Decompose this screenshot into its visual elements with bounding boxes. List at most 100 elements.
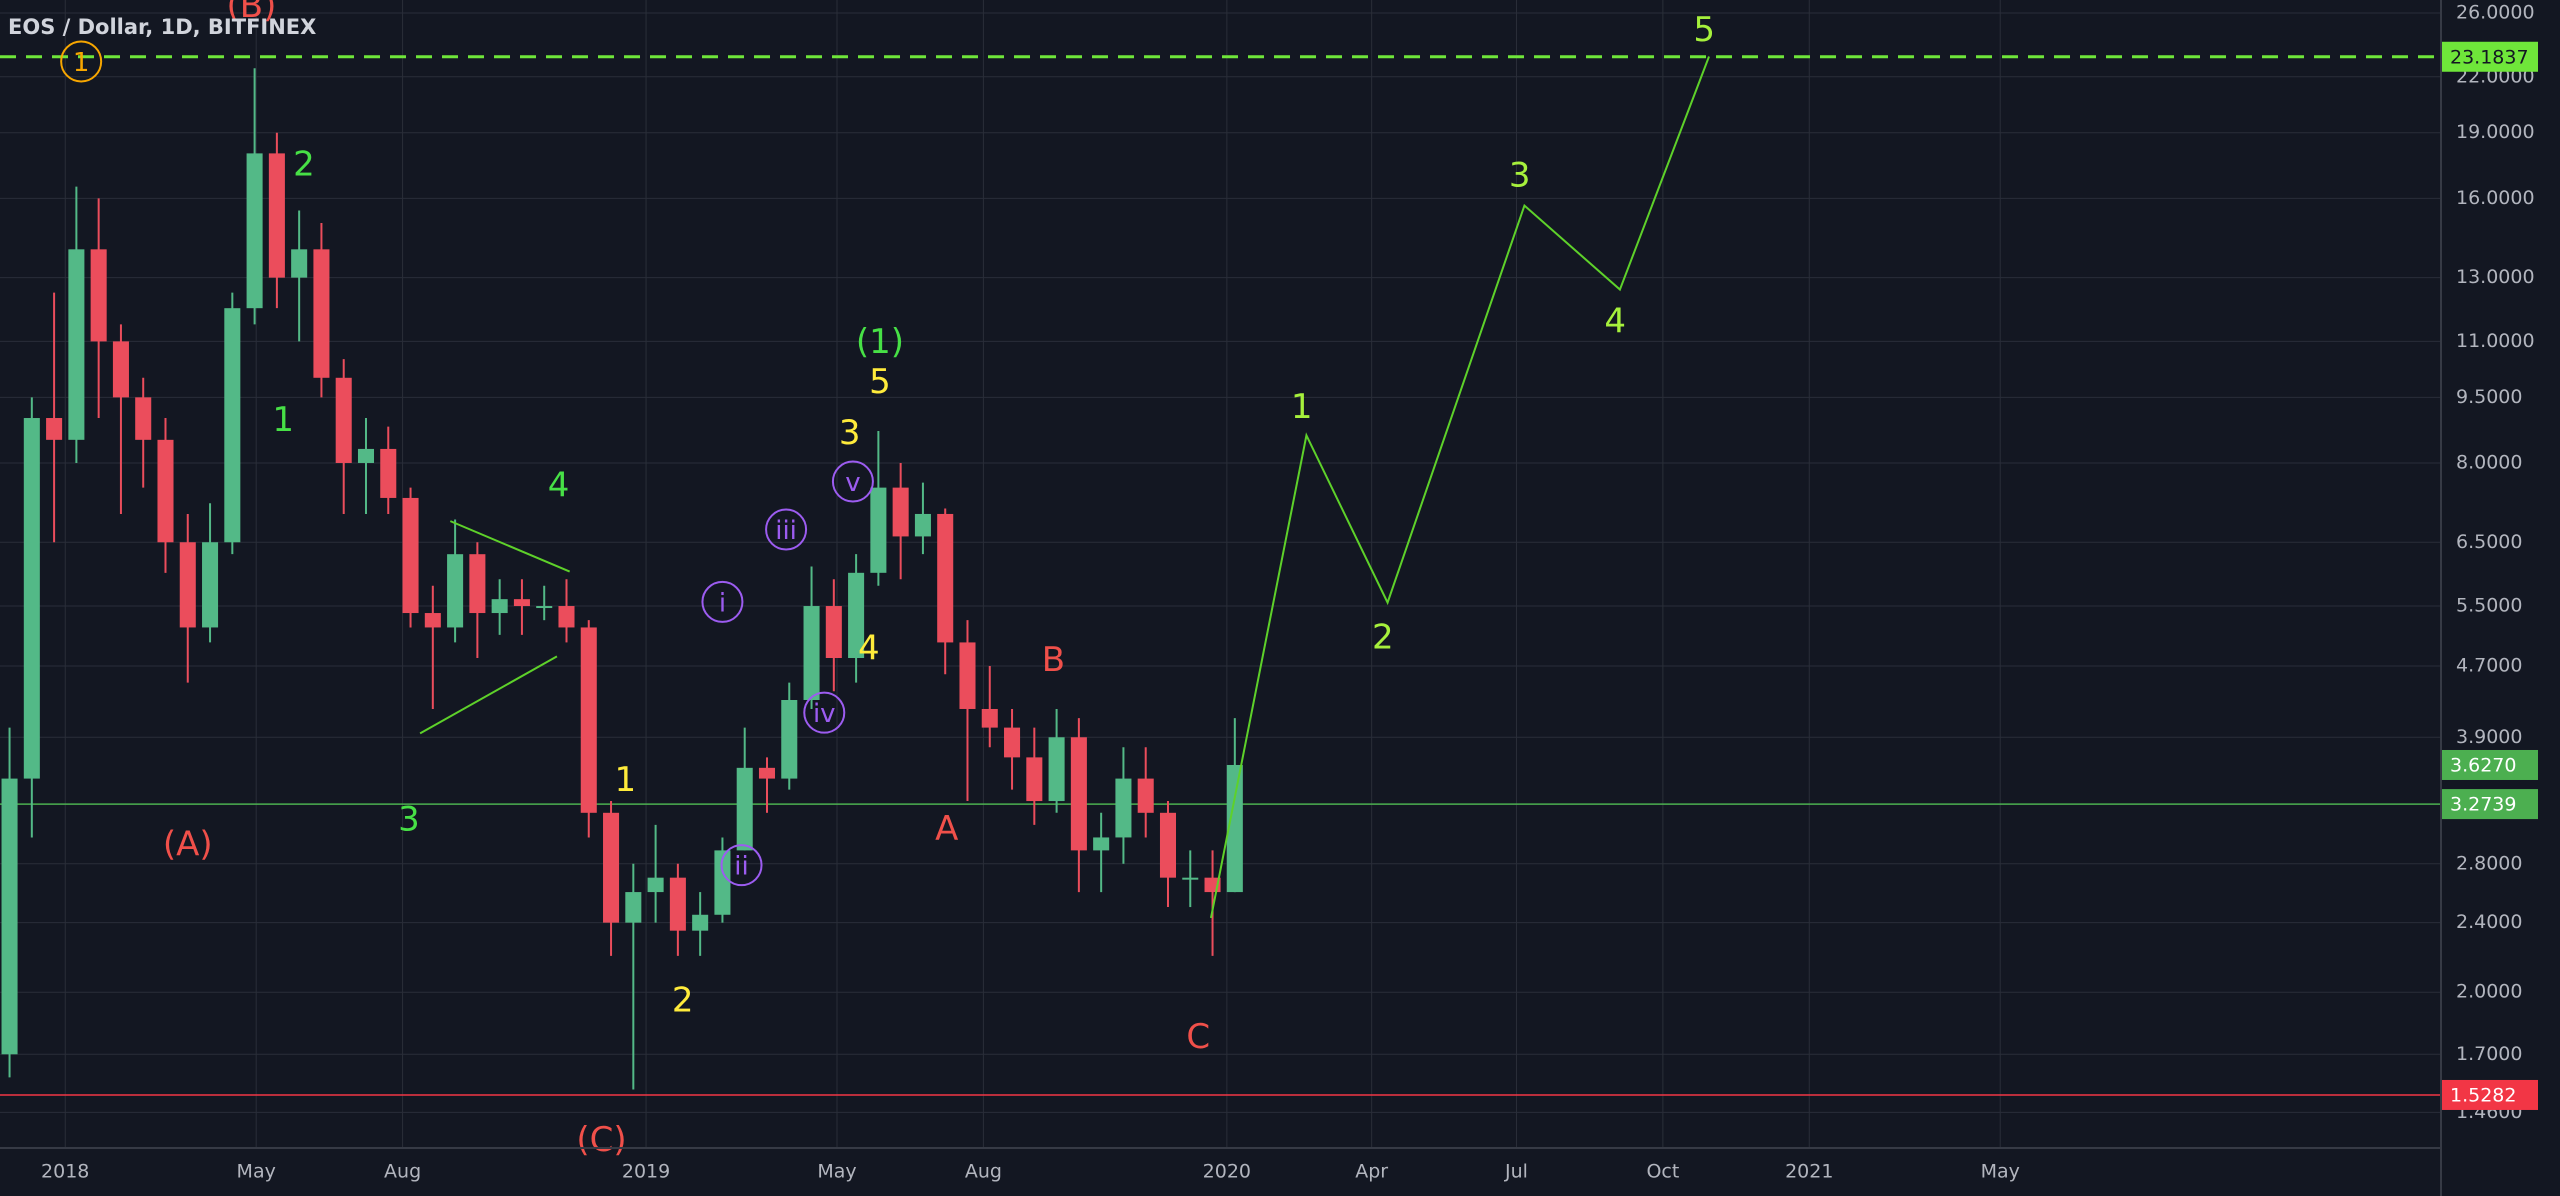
candle-body xyxy=(1070,737,1087,851)
y-tick-label: 16.0000 xyxy=(2456,187,2535,209)
candle-body xyxy=(447,554,464,628)
candle-body xyxy=(536,606,553,609)
wave-label: 3 xyxy=(839,413,861,453)
candle-body xyxy=(1,778,18,1055)
candle-body xyxy=(357,448,375,463)
candle-body xyxy=(1115,778,1132,838)
wave-label: 4 xyxy=(1604,302,1626,342)
trend-drawing xyxy=(1209,56,1710,919)
y-tick-label: 11.0000 xyxy=(2456,330,2535,352)
candle-body xyxy=(46,418,63,440)
candle-body xyxy=(892,487,909,537)
wave-label: (C) xyxy=(576,1120,626,1160)
candle-body xyxy=(469,554,486,614)
trend-drawing xyxy=(419,655,558,735)
x-tick-label: Aug xyxy=(384,1161,421,1183)
wave-label: (A) xyxy=(163,824,213,864)
candle-body xyxy=(1137,778,1154,813)
candle-body xyxy=(291,249,308,278)
candle-body xyxy=(68,249,85,440)
wave-label: 1 xyxy=(1291,387,1313,427)
price-tag xyxy=(2442,789,2538,820)
candle-body xyxy=(603,812,620,923)
wave-label: (1) xyxy=(856,322,904,362)
price-tag-label: 23.1837 xyxy=(2450,46,2529,68)
candle-body xyxy=(781,700,798,779)
y-tick-label: 5.5000 xyxy=(2456,595,2522,617)
candle-body xyxy=(224,308,241,543)
x-tick-label: Oct xyxy=(1646,1161,1679,1183)
candle-body xyxy=(1159,812,1177,878)
axes: 26.0000 2 2.0000 19.0000 16.0000 13.0000 11.00… xyxy=(41,1,2538,1183)
wave-label: 3 xyxy=(1509,156,1531,196)
price-tag-label: 3.6270 xyxy=(2450,754,2516,776)
x-tick-label: Jul xyxy=(1504,1161,1528,1183)
y-tick-label: 9.5000 xyxy=(2456,386,2522,408)
wave-label: 4 xyxy=(858,628,880,668)
wave-label: C xyxy=(1186,1017,1210,1057)
wave-label: A xyxy=(935,809,958,849)
candle-body xyxy=(491,599,508,614)
candle-body xyxy=(1004,727,1021,758)
grid xyxy=(0,0,2441,1148)
wave-label: 5 xyxy=(869,362,891,402)
candle-body xyxy=(1226,764,1243,893)
wave-circle xyxy=(803,691,846,734)
wave-label: iv xyxy=(813,699,836,729)
price-tag xyxy=(2442,1079,2538,1110)
wave-label: 1 xyxy=(615,760,637,800)
y-tick-label: 3.9000 xyxy=(2456,726,2522,748)
candle-body xyxy=(112,341,129,398)
candle-body xyxy=(758,767,776,779)
y-tick-label: 6.5000 xyxy=(2456,531,2522,553)
candle-body xyxy=(202,542,219,628)
wave-label: 4 xyxy=(548,466,570,506)
x-tick-label: May xyxy=(237,1161,276,1183)
candle-body xyxy=(335,377,352,463)
candle-body xyxy=(246,153,263,309)
x-tick-label: Apr xyxy=(1355,1161,1388,1183)
y-tick-label: 1.7000 xyxy=(2456,1043,2522,1065)
wave-label: 2 xyxy=(672,980,694,1020)
x-tick-label: Aug xyxy=(965,1161,1002,1183)
candle-body xyxy=(402,497,419,614)
wave-label: 1 xyxy=(272,400,294,440)
candle-body xyxy=(513,599,530,607)
wave-label: iii xyxy=(775,516,797,546)
wave-label: v xyxy=(845,468,860,498)
candle-body xyxy=(870,487,887,573)
candle-body xyxy=(1093,837,1110,851)
x-tick-label: May xyxy=(817,1161,856,1183)
wave-circle xyxy=(765,508,808,551)
y-tick-label: 19.0000 xyxy=(2456,121,2535,143)
candle-body xyxy=(558,606,575,628)
candle-body xyxy=(692,914,709,931)
x-tick-label: 2018 xyxy=(41,1161,89,1183)
candle-body xyxy=(580,627,597,813)
candle-body xyxy=(268,153,285,278)
wave-label: 5 xyxy=(1693,10,1715,50)
candle-body xyxy=(848,572,865,659)
candle-body xyxy=(179,542,196,628)
y-tick-label: 8.0000 xyxy=(2456,451,2522,473)
candle-body xyxy=(23,418,40,779)
candle-body xyxy=(825,606,842,659)
y-tick-label: 2.4000 xyxy=(2456,911,2522,933)
y-tick-label: 2.8000 xyxy=(2456,852,2522,874)
y-tick-label: 13.0000 xyxy=(2456,266,2535,288)
price-tag xyxy=(2442,749,2538,780)
x-tick-label: May xyxy=(1981,1161,2020,1183)
candle-body xyxy=(736,767,753,851)
candle-body xyxy=(424,613,441,628)
wave-label: 3 xyxy=(398,799,420,839)
wave-label: B xyxy=(1042,640,1065,680)
candle-body xyxy=(669,877,686,931)
wave-circle xyxy=(720,844,763,887)
wave-circle xyxy=(831,460,874,503)
wave-label: (B) xyxy=(226,0,276,26)
price-tag-label: 3.2739 xyxy=(2450,794,2516,816)
wave-circle xyxy=(701,580,744,623)
